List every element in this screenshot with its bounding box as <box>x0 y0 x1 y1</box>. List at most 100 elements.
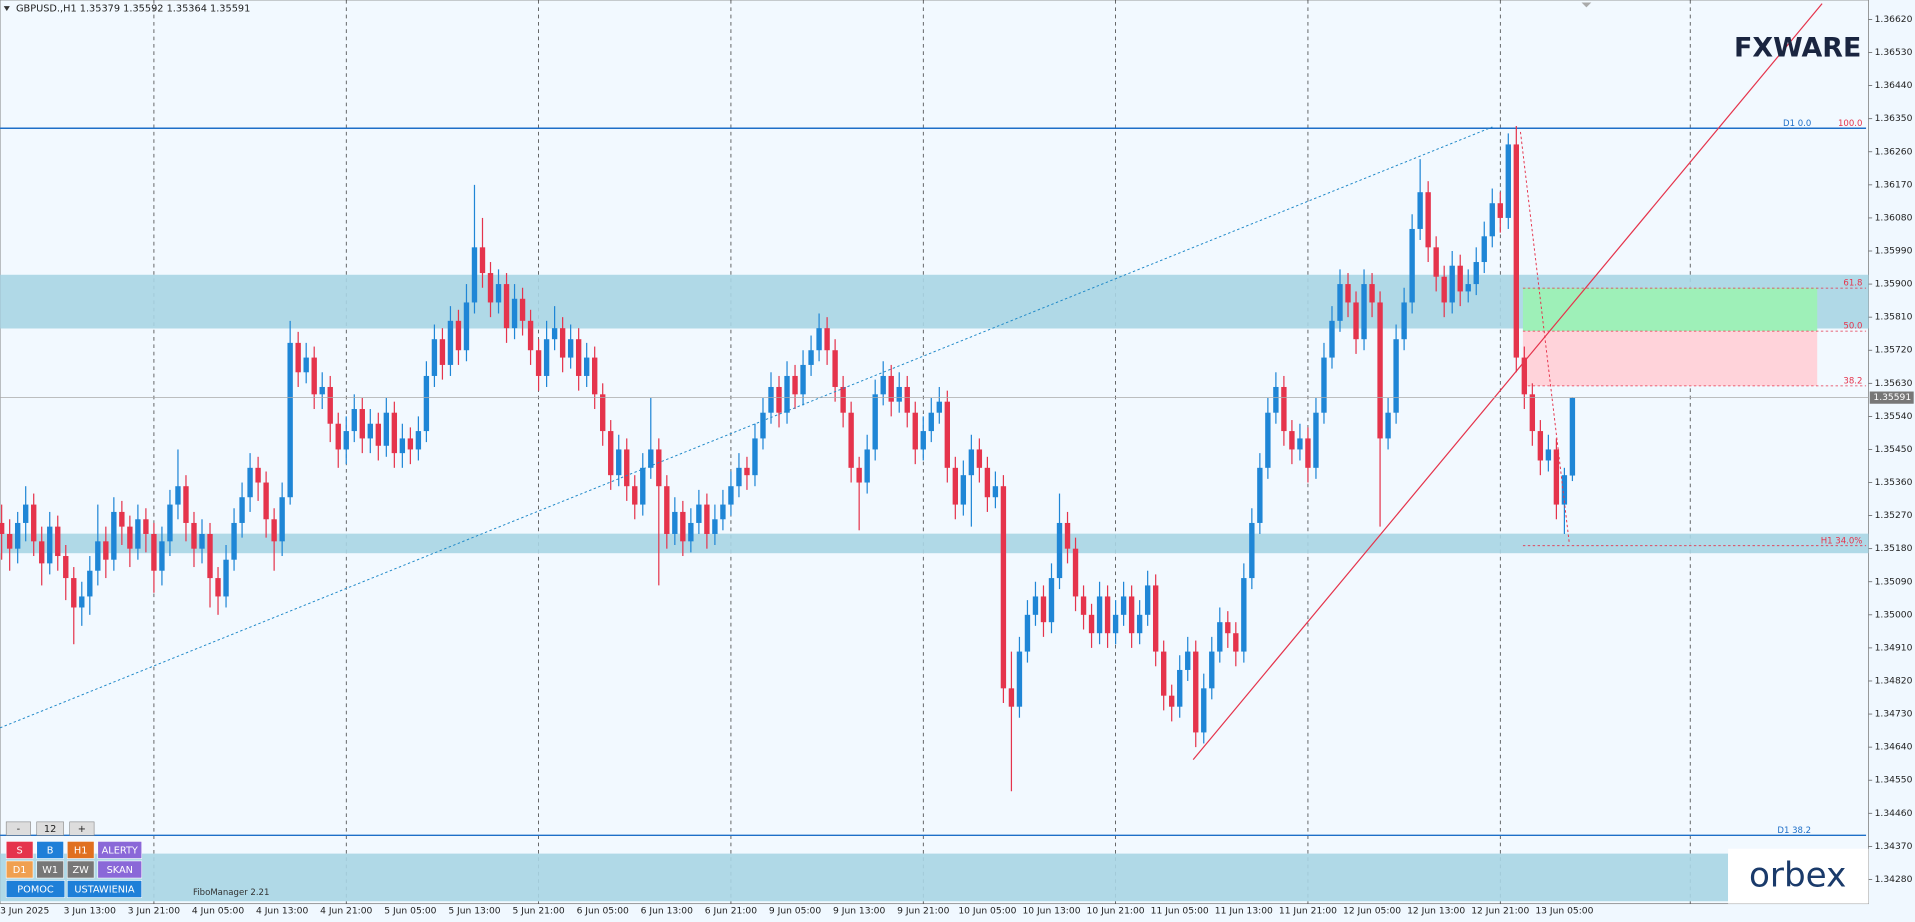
panel-button-label[interactable]: ZW <box>73 865 90 876</box>
candle-body <box>391 412 398 454</box>
panel-button[interactable]: W1 <box>36 860 64 879</box>
candle-body <box>207 533 213 579</box>
x-tick-label: 4 Jun 13:00 <box>256 907 308 917</box>
y-tick-label: 1.36170 <box>1875 180 1913 190</box>
panel-button-bg[interactable] <box>36 860 64 879</box>
zoom-button[interactable]: - <box>5 821 31 836</box>
zoom-button-bg[interactable] <box>36 821 64 836</box>
panel-button[interactable]: H1 <box>66 841 95 859</box>
x-tick-label: 6 Jun 13:00 <box>641 907 693 917</box>
panel-button-bg[interactable] <box>66 860 95 879</box>
candle-body <box>1169 695 1175 707</box>
panel-button[interactable]: D1 <box>5 860 34 879</box>
lower-zone <box>0 853 1729 902</box>
candle-body <box>872 394 878 450</box>
candle-body <box>1048 578 1055 623</box>
panel-button-label[interactable]: B <box>47 846 54 857</box>
panel-button[interactable]: USTAWIENIA <box>66 880 143 898</box>
panel-button[interactable]: ALERTY <box>97 841 143 859</box>
zoom-button[interactable]: + <box>69 821 95 836</box>
x-tick-label: 3 Jun 2025 <box>0 907 49 917</box>
candle-body <box>1000 486 1007 689</box>
zoom-button-label[interactable]: + <box>78 824 86 835</box>
candle-body <box>335 423 341 450</box>
candle-body <box>1080 596 1087 615</box>
panel-button-bg[interactable] <box>5 860 34 879</box>
panel-button[interactable]: S <box>5 841 34 859</box>
candle-body <box>880 375 886 395</box>
x-tick-label: 10 Jun 21:00 <box>1087 907 1145 917</box>
candle-body <box>1553 449 1560 505</box>
x-tick-label: 10 Jun 13:00 <box>1022 907 1080 917</box>
zoom-button-bg[interactable] <box>69 821 95 836</box>
candle-body <box>1329 320 1335 358</box>
candle-body <box>143 519 149 534</box>
candle-body <box>535 350 542 376</box>
panel-button-bg[interactable] <box>5 841 34 859</box>
candle-body <box>415 431 422 450</box>
x-tick-label: 6 Jun 21:00 <box>705 907 757 917</box>
candle-body <box>31 504 37 542</box>
menu-arrow <box>3 6 10 11</box>
panel-button-bg[interactable] <box>97 860 143 879</box>
candle-body <box>1465 284 1471 292</box>
x-tick-label: 11 Jun 13:00 <box>1215 907 1273 917</box>
candle-body <box>127 526 133 549</box>
panel-button-bg[interactable] <box>66 841 95 859</box>
panel-button-label[interactable]: D1 <box>13 865 27 876</box>
candle-body <box>1505 144 1511 218</box>
zoom-button[interactable]: 12 <box>36 821 64 836</box>
panel-button-bg[interactable] <box>36 841 64 859</box>
panel-button-label[interactable]: SKAN <box>107 865 133 876</box>
panel-button-label[interactable]: POMOC <box>17 885 54 896</box>
candle-body <box>431 339 438 376</box>
panel-button[interactable]: B <box>36 841 64 859</box>
panel-button-label[interactable]: S <box>17 846 23 857</box>
current-price-label: 1.35591 <box>1873 393 1911 403</box>
current-price-box <box>1869 391 1914 404</box>
panel-button[interactable]: SKAN <box>97 860 143 879</box>
panel-button[interactable]: ZW <box>66 860 95 879</box>
panel-button-label[interactable]: H1 <box>74 846 88 857</box>
panel-button-bg[interactable] <box>66 880 143 898</box>
candle-body <box>1313 412 1319 468</box>
shift-marker <box>1581 2 1592 8</box>
panel-button-label[interactable]: W1 <box>42 865 58 876</box>
panel-button-label[interactable]: USTAWIENIA <box>74 885 135 896</box>
candle-body <box>1040 596 1047 623</box>
candle-body <box>1369 284 1375 303</box>
y-tick-label: 1.35720 <box>1875 346 1913 356</box>
y-tick-label: 1.34280 <box>1875 875 1913 885</box>
candle-body <box>247 467 253 498</box>
candle-body <box>1417 192 1423 229</box>
zoom-button-label[interactable]: 12 <box>44 824 56 835</box>
candle-body <box>760 412 766 439</box>
candle-body <box>439 339 446 365</box>
candle-body <box>1409 228 1415 303</box>
candle-body <box>1401 302 1407 340</box>
panel-button[interactable]: POMOC <box>5 880 66 898</box>
candle-body <box>824 328 830 351</box>
candle-body <box>1353 302 1359 340</box>
zoom-button-label[interactable]: - <box>17 824 21 835</box>
candle-body <box>1281 386 1287 432</box>
candle-body <box>1489 203 1495 237</box>
panel-button-bg[interactable] <box>97 841 143 859</box>
y-tick-label: 1.35360 <box>1875 478 1913 488</box>
candle-body <box>600 394 606 432</box>
logo-fxware: FXWARE <box>1734 32 1861 63</box>
zoom-button-bg[interactable] <box>5 821 31 836</box>
panel-button-label[interactable]: ALERTY <box>102 846 138 857</box>
candle-body <box>640 467 646 505</box>
x-tick-label: 12 Jun 21:00 <box>1471 907 1529 917</box>
candle-body <box>808 350 814 365</box>
candle-body <box>1481 236 1487 263</box>
candle-body <box>1233 633 1239 652</box>
candle-body <box>191 522 197 549</box>
candle-body <box>1289 431 1295 450</box>
candle-body <box>479 247 486 274</box>
candle-body <box>992 486 999 498</box>
panel-button-bg[interactable] <box>5 880 66 898</box>
candle-body <box>583 357 590 376</box>
candle-body <box>319 386 325 395</box>
